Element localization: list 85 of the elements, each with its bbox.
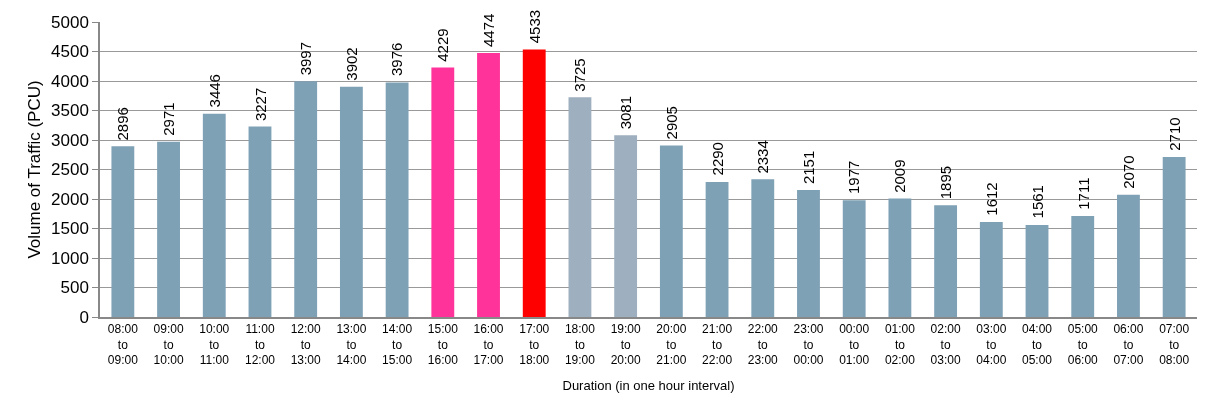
data-label: 1711	[1074, 177, 1092, 210]
x-tick-label: 21:00 to 22:00	[702, 322, 733, 368]
data-label: 1895	[936, 165, 954, 200]
bar	[202, 113, 226, 317]
bar	[431, 67, 455, 317]
data-label: 3446	[206, 74, 224, 108]
data-label: 3725	[571, 58, 589, 92]
y-tick-label: 4000	[51, 71, 89, 91]
data-label: 3976	[388, 42, 406, 77]
data-label: 4229	[433, 28, 451, 62]
bar	[1071, 216, 1095, 317]
data-label: 2896	[114, 107, 132, 141]
y-tick-label: 1000	[51, 248, 89, 268]
data-label: 1561	[1028, 185, 1046, 219]
y-tick-label: 3500	[51, 101, 89, 121]
data-label: 2151	[799, 150, 817, 185]
bar	[522, 49, 546, 317]
x-tick-label: 11:00 to 12:00	[244, 322, 276, 368]
data-label: 3227	[251, 87, 269, 122]
x-tick-label: 16:00 to 17:00	[473, 322, 504, 368]
x-tick-label: 12:00 to 13:00	[290, 322, 322, 368]
data-label: 2971	[160, 102, 178, 136]
bar	[339, 86, 363, 317]
x-axis-title: Duration (in one hour interval)	[562, 378, 735, 394]
data-label: 2710	[1165, 117, 1183, 151]
bar	[1162, 157, 1186, 317]
y-tick-label: 0	[79, 307, 89, 327]
bar	[614, 135, 638, 317]
x-tick-label: 15:00 to 16:00	[427, 322, 459, 368]
x-tick-label: 08:00 to 09:00	[107, 322, 139, 368]
y-tick-label: 2500	[51, 160, 89, 180]
y-axis-title: Volume of Traffic (PCU)	[25, 80, 45, 259]
x-tick-label: 23:00 to 00:00	[793, 322, 824, 368]
x-tick-label: 00:00 to 01:00	[839, 322, 870, 368]
data-label: 2905	[663, 106, 681, 140]
x-tick-label: 19:00 to 20:00	[610, 322, 641, 368]
y-tick-label: 4500	[51, 42, 89, 62]
x-tick-label: 14:00 to 15:00	[382, 322, 413, 368]
bar	[797, 190, 820, 317]
x-tick-label: 13:00 to 14:00	[336, 322, 367, 368]
y-tick-label: 2000	[51, 189, 89, 209]
bar	[294, 81, 318, 317]
data-label: 3997	[297, 42, 315, 76]
x-tick-label: 20:00 to 21:00	[656, 322, 687, 368]
x-tick-label: 10:00 to 11:00	[199, 322, 230, 368]
y-tick-label: 500	[60, 278, 89, 298]
y-tick-label: 5000	[51, 12, 89, 32]
bar	[1117, 194, 1140, 317]
data-label: 2070	[1120, 155, 1138, 189]
bar	[979, 221, 1003, 317]
data-label: 4533	[526, 9, 544, 44]
bar	[477, 53, 500, 317]
bar	[751, 179, 775, 317]
x-tick-label: 07:00 to 08:00	[1159, 322, 1190, 368]
bar	[842, 200, 866, 317]
x-tick-label: 05:00 to 06:00	[1067, 322, 1099, 368]
bar	[1025, 224, 1049, 317]
x-tick-label: 09:00 to 10:00	[153, 322, 184, 368]
data-label: 1612	[982, 182, 1000, 216]
bar	[888, 198, 912, 317]
bar	[659, 145, 683, 317]
bar	[385, 82, 409, 317]
x-tick-label: 18:00 to 19:00	[564, 322, 596, 368]
bar	[705, 181, 729, 317]
x-tick-label: 17:00 to 18:00	[519, 322, 550, 368]
data-label: 2334	[753, 140, 771, 174]
data-label: 3902	[343, 47, 361, 81]
data-label: 4474	[479, 13, 497, 48]
x-tick-label: 04:00 to 05:00	[1022, 322, 1053, 368]
bar	[934, 205, 958, 317]
data-label: 2009	[890, 159, 908, 193]
bar	[248, 126, 272, 317]
data-label: 2290	[708, 142, 726, 176]
data-label: 3081	[616, 96, 634, 130]
y-tick-label: 1500	[51, 219, 89, 239]
x-tick-label: 06:00 to 07:00	[1113, 322, 1144, 368]
bar	[568, 97, 592, 317]
data-label: 1977	[845, 160, 863, 195]
bar	[111, 146, 135, 317]
x-tick-label: 03:00 to 04:00	[976, 322, 1007, 368]
y-tick-label: 3000	[51, 130, 89, 150]
x-tick-label: 02:00 to 03:00	[930, 322, 961, 368]
bar	[157, 141, 180, 317]
x-tick-label: 01:00 to 02:00	[884, 322, 916, 368]
x-tick-label: 22:00 to 23:00	[747, 322, 779, 368]
